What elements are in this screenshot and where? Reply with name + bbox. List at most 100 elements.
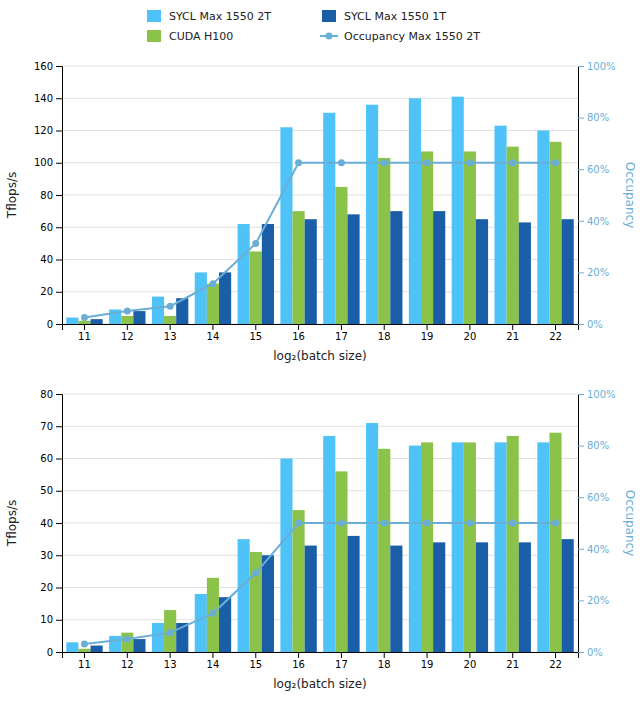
grid	[62, 66, 578, 324]
tick-mark	[384, 324, 385, 330]
tick-label: 17	[335, 331, 348, 342]
marker	[509, 520, 516, 527]
tick: 16	[292, 652, 305, 670]
bar	[323, 436, 335, 652]
tick-mark	[170, 324, 171, 330]
tick: 10	[40, 614, 62, 625]
tick-mark	[427, 652, 428, 658]
tick-label: 120	[34, 125, 53, 136]
tick: 17	[335, 652, 348, 670]
bar	[452, 97, 464, 324]
marker	[252, 570, 259, 577]
x-axis: 111213141516171819202122	[63, 652, 579, 670]
bar	[390, 211, 402, 324]
tick-mark	[56, 163, 62, 164]
tick-mark	[56, 459, 62, 460]
bar	[476, 542, 488, 652]
marker	[295, 520, 302, 527]
tick: 21	[506, 324, 519, 342]
tick-mark	[56, 588, 62, 589]
tick-mark	[255, 324, 256, 330]
axis-line	[63, 325, 579, 331]
tick: 40	[40, 518, 62, 529]
tick-mark	[341, 324, 342, 330]
tick-label: 80%	[587, 112, 609, 123]
tick-mark	[512, 652, 513, 658]
bar	[507, 147, 519, 324]
tick-label: 20%	[587, 267, 609, 278]
tick-label: 15	[249, 659, 262, 670]
bar	[66, 318, 78, 324]
grid-line	[62, 426, 578, 427]
tick: 14	[207, 652, 220, 670]
tick-label: 0	[47, 647, 53, 658]
tick-label: 18	[378, 659, 391, 670]
tick-label: 60	[40, 222, 53, 233]
tick-label: 60%	[587, 164, 609, 175]
bar	[133, 639, 145, 652]
axis-line	[579, 395, 585, 653]
bar	[549, 142, 561, 324]
tick-label: 40	[40, 254, 53, 265]
tick-mark	[578, 272, 584, 273]
tick-label: 100	[34, 157, 53, 168]
tick-label: 16	[292, 331, 305, 342]
tick-mark	[298, 324, 299, 330]
bar	[421, 151, 433, 324]
tick-mark	[578, 118, 584, 119]
marker	[81, 641, 88, 648]
tick-label: 0	[47, 319, 53, 330]
tick-mark	[298, 652, 299, 658]
grid-line	[62, 394, 578, 395]
tick-mark	[578, 497, 584, 498]
tick: 120	[34, 125, 62, 136]
tick-mark	[56, 98, 62, 99]
tick: 140	[34, 93, 62, 104]
tick-mark	[578, 652, 584, 653]
bar	[421, 442, 433, 652]
tick: 100%	[578, 389, 616, 400]
tick-label: 30	[40, 550, 53, 561]
tick-label: 22	[549, 331, 562, 342]
marker	[81, 314, 88, 321]
tick: 15	[249, 652, 262, 670]
line	[84, 523, 555, 644]
tick-label: 80	[40, 190, 53, 201]
tick-label: 0%	[587, 319, 603, 330]
x-axis-title: log₂(batch size)	[273, 349, 366, 363]
bar-series	[66, 423, 549, 652]
tick-mark	[56, 491, 62, 492]
legend-label: Occupancy Max 1550 2T	[344, 30, 480, 43]
tick: 13	[164, 652, 177, 670]
marker	[381, 159, 388, 166]
tick-label: 15	[249, 331, 262, 342]
legend-swatch	[147, 30, 161, 42]
tick-mark	[56, 195, 62, 196]
grid	[62, 394, 578, 652]
legend-swatch	[326, 33, 333, 40]
bar	[378, 449, 390, 652]
bar	[347, 536, 359, 652]
marker	[167, 303, 174, 310]
tick: 18	[378, 652, 391, 670]
marker	[424, 159, 431, 166]
marker	[424, 520, 431, 527]
bar	[91, 646, 103, 652]
tick-mark	[578, 600, 584, 601]
bar	[109, 636, 121, 652]
tick-label: 21	[506, 659, 519, 670]
tick-mark	[56, 620, 62, 621]
x-axis-title: log₂(batch size)	[273, 677, 366, 691]
tick-label: 22	[549, 659, 562, 670]
bar	[133, 311, 145, 324]
tick: 0%	[578, 319, 603, 330]
bar	[562, 219, 574, 324]
tick: 20%	[578, 595, 609, 606]
bar-series	[66, 97, 549, 324]
tick-label: 100%	[587, 61, 616, 72]
bar	[378, 158, 390, 324]
y-axis: 020406080100120140160	[34, 61, 63, 330]
panel: 1112131415161718192021220102030405060708…	[5, 389, 637, 691]
tick: 60	[40, 453, 62, 464]
tick-label: 40%	[587, 216, 609, 227]
